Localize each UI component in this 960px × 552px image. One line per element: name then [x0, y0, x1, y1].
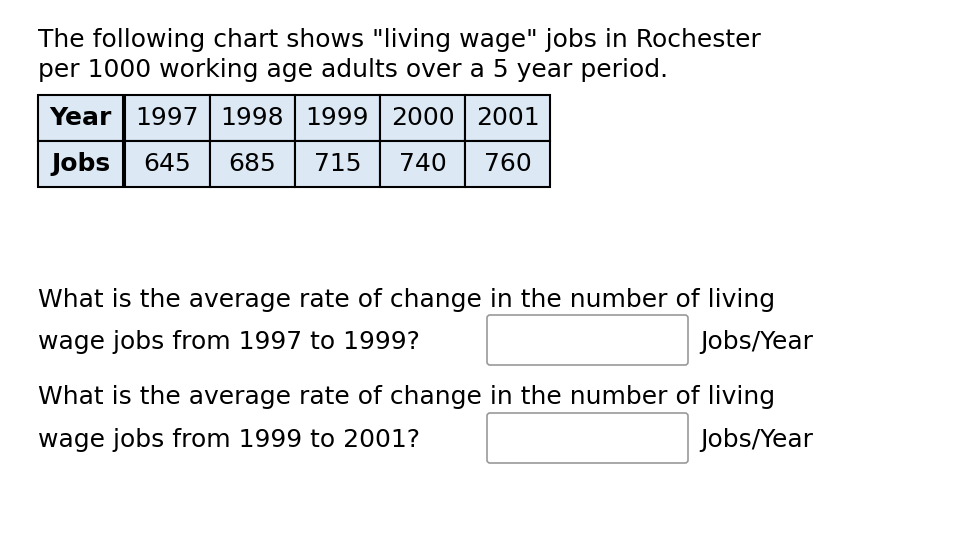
Text: 645: 645: [144, 152, 191, 176]
Text: 2001: 2001: [476, 106, 540, 130]
Text: Year: Year: [49, 106, 111, 130]
Bar: [38, 95, 123, 141]
Text: 1999: 1999: [305, 106, 370, 130]
Text: Jobs/Year: Jobs/Year: [700, 428, 813, 452]
Text: Jobs: Jobs: [51, 152, 110, 176]
Bar: [125, 141, 210, 187]
Text: 1997: 1997: [135, 106, 200, 130]
Bar: [295, 95, 380, 141]
Bar: [38, 141, 123, 187]
Bar: [465, 141, 550, 187]
Bar: [380, 141, 465, 187]
Text: 740: 740: [398, 152, 446, 176]
Text: 2000: 2000: [391, 106, 454, 130]
Text: What is the average rate of change in the number of living: What is the average rate of change in th…: [38, 385, 775, 409]
Bar: [465, 95, 550, 141]
Bar: [210, 95, 295, 141]
Text: wage jobs from 1997 to 1999?: wage jobs from 1997 to 1999?: [38, 330, 420, 354]
Text: 760: 760: [484, 152, 532, 176]
Text: wage jobs from 1999 to 2001?: wage jobs from 1999 to 2001?: [38, 428, 420, 452]
Text: The following chart shows "living wage" jobs in Rochester: The following chart shows "living wage" …: [38, 28, 761, 52]
FancyBboxPatch shape: [487, 413, 688, 463]
Text: 715: 715: [314, 152, 361, 176]
Text: What is the average rate of change in the number of living: What is the average rate of change in th…: [38, 288, 775, 312]
Bar: [380, 95, 465, 141]
Text: per 1000 working age adults over a 5 year period.: per 1000 working age adults over a 5 yea…: [38, 58, 668, 82]
Bar: [210, 141, 295, 187]
Bar: [125, 95, 210, 141]
FancyBboxPatch shape: [487, 315, 688, 365]
Bar: [295, 141, 380, 187]
Text: Jobs/Year: Jobs/Year: [700, 330, 813, 354]
Text: 1998: 1998: [221, 106, 284, 130]
Text: 685: 685: [228, 152, 276, 176]
